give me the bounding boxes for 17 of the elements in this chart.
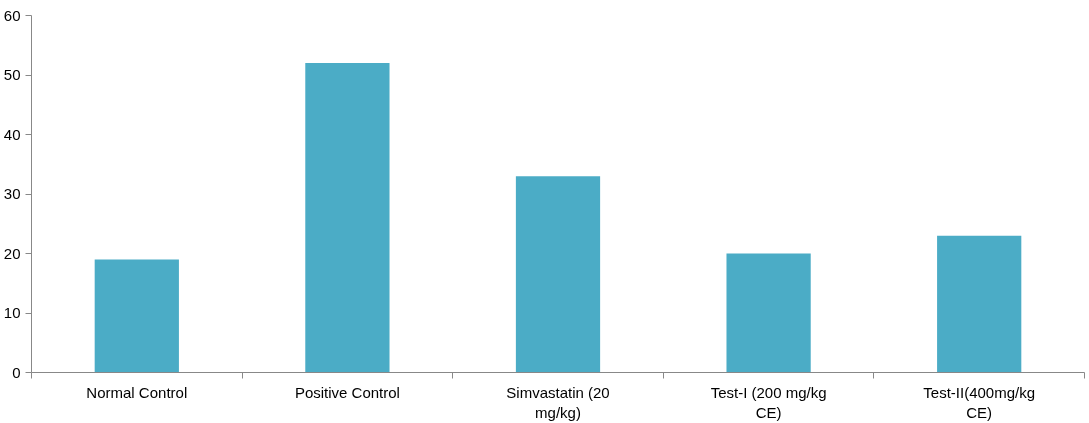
bar <box>937 235 1022 373</box>
x-tick-label: Normal Control <box>86 383 188 401</box>
bar <box>726 253 811 373</box>
x-tick-label: Test-II(400mg/kg CE) <box>923 383 1036 421</box>
y-tick-label: 20 <box>3 244 21 262</box>
y-tick-label: 50 <box>3 66 21 83</box>
x-tick-label: Simvastatin (20 mg/kg) <box>506 383 610 421</box>
y-tick-label: 40 <box>3 125 21 143</box>
y-tick-label: 30 <box>3 185 21 202</box>
y-tick-label: 60 <box>3 6 21 24</box>
x-tick-label: Test-I (200 mg/kg CE) <box>710 383 827 421</box>
y-tick-label: 10 <box>3 304 21 321</box>
x-tick-label: Positive Control <box>294 383 400 401</box>
bar <box>94 259 179 373</box>
y-tick-label: 0 <box>12 363 21 381</box>
bar <box>515 176 601 373</box>
bar <box>305 63 390 373</box>
